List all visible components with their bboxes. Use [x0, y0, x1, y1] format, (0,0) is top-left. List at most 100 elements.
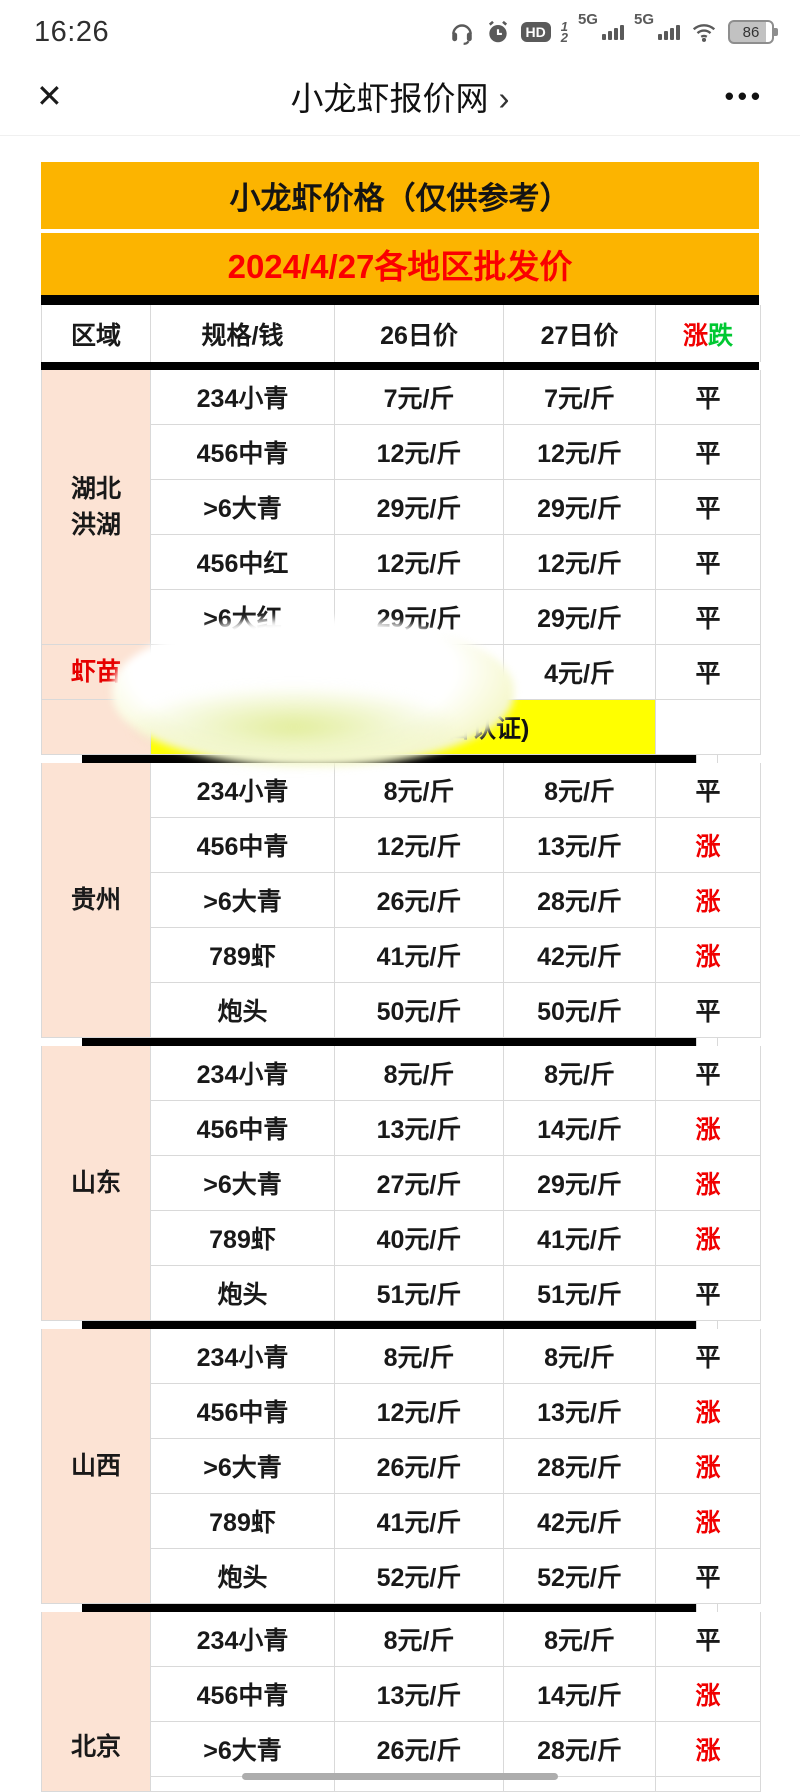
section-divider	[82, 1604, 718, 1612]
region-cell: 北京	[42, 1612, 151, 1792]
price-27-cell: 12元/斤	[504, 535, 656, 590]
region-section: 山东 234小青 8元/斤 8元/斤平 456中青 13元/斤 14元/斤涨 >6大青 27元/…	[41, 1046, 761, 1321]
price-26-cell	[335, 645, 504, 700]
close-icon[interactable]: ✕	[36, 77, 63, 114]
region-cell: 山西	[42, 1329, 151, 1604]
spec-cell	[151, 645, 335, 700]
trend-cell: 涨	[656, 1494, 761, 1549]
trend-cell: 涨	[656, 1722, 761, 1777]
region-section: 湖北 洪湖 234小青 7元/斤 7元/斤平 456中青 12元/斤 12元/斤平 >6大青 2…	[41, 370, 761, 755]
spec-cell: 456中青	[151, 1384, 335, 1439]
price-27-cell: 41元/斤	[504, 1211, 656, 1266]
price-27-cell: 28元/斤	[504, 873, 656, 928]
price-27-cell: 8元/斤	[504, 1046, 656, 1101]
trend-cell: 平	[656, 480, 761, 535]
price-27-cell: 4元/斤	[504, 645, 656, 700]
hd-volte-icon: HD	[520, 22, 551, 42]
spec-cell: 456中青	[151, 1667, 335, 1722]
header-rise-label: 涨	[682, 321, 708, 350]
header-spec: 规格/钱	[151, 305, 335, 362]
sim-slot-2: 2	[560, 30, 568, 45]
price-27-cell: 42元/斤	[504, 928, 656, 983]
trend-cell: 涨	[656, 1101, 761, 1156]
header-fall-label: 跌	[708, 321, 734, 350]
price-26-cell: 41元/斤	[335, 1494, 504, 1549]
price-27-cell: 8元/斤	[504, 1329, 656, 1384]
price-26-cell: 50元/斤	[335, 983, 504, 1038]
spec-cell: 789虾	[151, 1494, 335, 1549]
battery-icon: 86	[728, 20, 778, 44]
trend-cell	[656, 1777, 761, 1792]
price-27-cell: 29元/斤	[504, 1156, 656, 1211]
trend-cell: 平	[656, 590, 761, 645]
price-26-cell: 12元/斤	[335, 818, 504, 873]
trend-cell: 涨	[656, 1667, 761, 1722]
spec-cell: 234小青	[151, 763, 335, 818]
trend-cell: 平	[656, 1612, 761, 1667]
price-27-cell: 8元/斤	[504, 763, 656, 818]
price-27-cell: 29元/斤	[504, 590, 656, 645]
page-title[interactable]: 小龙虾报价网 ›	[0, 72, 800, 120]
section-divider	[82, 755, 718, 763]
spec-cell: 456中青	[151, 818, 335, 873]
price-27-cell: 7元/斤	[504, 370, 656, 425]
price-26-cell: 13元/斤	[335, 1667, 504, 1722]
status-icons: HD 1 2 5G 5G 86	[449, 12, 778, 45]
page-title-text: 小龙虾报价网	[290, 79, 489, 117]
trend-cell: 平	[656, 983, 761, 1038]
price-26-cell: 26元/斤	[335, 873, 504, 928]
trend-cell: 涨	[656, 1384, 761, 1439]
price-27-cell: 13元/斤	[504, 1384, 656, 1439]
ad-banner-cell: 台认证)	[151, 700, 656, 755]
price-26-cell: 12元/斤	[335, 535, 504, 590]
price-26-cell: 26元/斤	[335, 1722, 504, 1777]
trend-cell: 平	[656, 1329, 761, 1384]
header-day26-price: 26日价	[335, 305, 504, 362]
spec-cell: 234小青	[151, 1612, 335, 1667]
trend-cell: 涨	[656, 928, 761, 983]
trend-cell: 平	[656, 425, 761, 480]
signal-bars	[601, 24, 624, 40]
price-27-cell: 50元/斤	[504, 983, 656, 1038]
alarm-clock-icon	[485, 19, 511, 45]
price-26-cell: 8元/斤	[335, 763, 504, 818]
price-26-cell: 13元/斤	[335, 1101, 504, 1156]
header-region: 区域	[42, 305, 151, 362]
price-26-cell: 8元/斤	[335, 1329, 504, 1384]
spec-cell: >6大青	[151, 1156, 335, 1211]
spec-cell: 789虾	[151, 1211, 335, 1266]
price-26-cell: 12元/斤	[335, 1384, 504, 1439]
trend-cell: 涨	[656, 873, 761, 928]
wifi-icon	[690, 19, 718, 45]
price-26-cell: 51元/斤	[335, 1266, 504, 1321]
spec-cell: 456中红	[151, 535, 335, 590]
spec-cell: >6大红	[151, 590, 335, 645]
region-cell-blank	[42, 700, 151, 755]
header-day27-price: 27日价	[504, 305, 656, 362]
price-26-cell: 12元/斤	[335, 425, 504, 480]
price-26-cell: 29元/斤	[335, 480, 504, 535]
section-divider	[82, 1038, 718, 1046]
price-banner: 小龙虾价格（仅供参考） 2024/4/27各地区批发价	[41, 162, 759, 295]
spec-cell: 456中青	[151, 1101, 335, 1156]
spec-cell: >6大青	[151, 1439, 335, 1494]
region-section: 山西 234小青 8元/斤 8元/斤平 456中青 12元/斤 13元/斤涨 >6大青 26元/…	[41, 1329, 761, 1604]
trend-cell: 平	[656, 1549, 761, 1604]
more-menu-icon[interactable]: •••	[724, 80, 764, 111]
price-26-cell: 41元/斤	[335, 928, 504, 983]
price-table-body: 湖北 洪湖 234小青 7元/斤 7元/斤平 456中青 12元/斤 12元/斤平 >6大青 2…	[41, 370, 761, 1792]
cellular-signal-icon-1: 5G	[578, 12, 624, 40]
region-section: 北京 234小青 8元/斤 8元/斤平 456中青 13元/斤 14元/斤涨 >6大青 26元/…	[41, 1612, 761, 1792]
spec-cell: 789虾	[151, 928, 335, 983]
price-27-cell: 8元/斤	[504, 1612, 656, 1667]
network-type-label: 5G	[577, 10, 598, 28]
spec-cell: 炮头	[151, 983, 335, 1038]
trend-cell: 涨	[656, 1439, 761, 1494]
price-26-cell: 7元/斤	[335, 370, 504, 425]
chevron-right-icon: ›	[498, 79, 510, 117]
spec-cell: >6大青	[151, 873, 335, 928]
spec-cell: 234小青	[151, 1329, 335, 1384]
scroll-indicator[interactable]	[242, 1773, 558, 1780]
trend-cell: 涨	[656, 1156, 761, 1211]
